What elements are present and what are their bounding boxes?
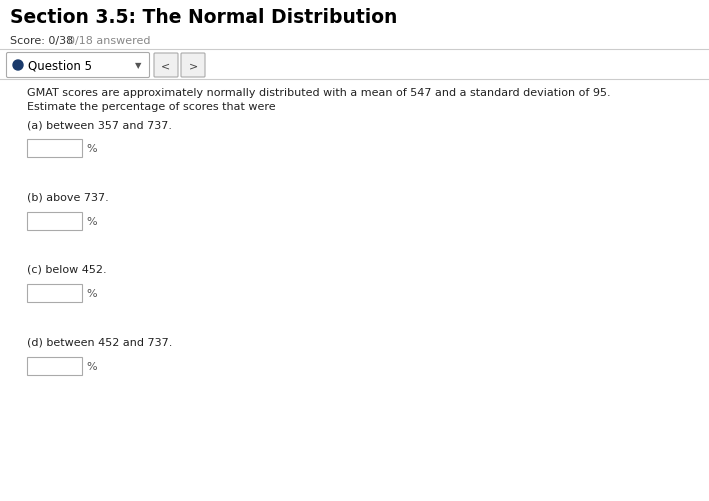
FancyBboxPatch shape [181,54,205,78]
Text: Section 3.5: The Normal Distribution: Section 3.5: The Normal Distribution [10,8,397,27]
Text: GMAT scores are approximately normally distributed with a mean of 547 and a stan: GMAT scores are approximately normally d… [27,88,610,98]
Text: %: % [86,144,96,154]
Text: >: > [189,61,198,71]
Text: 0/18 answered: 0/18 answered [68,36,150,46]
Circle shape [13,61,23,71]
Bar [27,212,82,230]
Bar [27,357,82,375]
Bar [27,140,82,158]
Bar [27,285,82,303]
Text: (b) above 737.: (b) above 737. [27,192,108,202]
Text: Question 5: Question 5 [28,60,92,72]
FancyBboxPatch shape [6,54,150,78]
Text: %: % [86,289,96,299]
Text: %: % [86,361,96,371]
Text: (d) between 452 and 737.: (d) between 452 and 737. [27,337,172,347]
Text: Estimate the percentage of scores that were: Estimate the percentage of scores that w… [27,102,276,112]
Text: %: % [86,216,96,226]
FancyBboxPatch shape [154,54,178,78]
Text: Score: 0/38: Score: 0/38 [10,36,73,46]
Text: ▼: ▼ [135,62,142,70]
Text: (c) below 452.: (c) below 452. [27,265,106,275]
Text: (a) between 357 and 737.: (a) between 357 and 737. [27,120,172,130]
Text: <: < [162,61,171,71]
